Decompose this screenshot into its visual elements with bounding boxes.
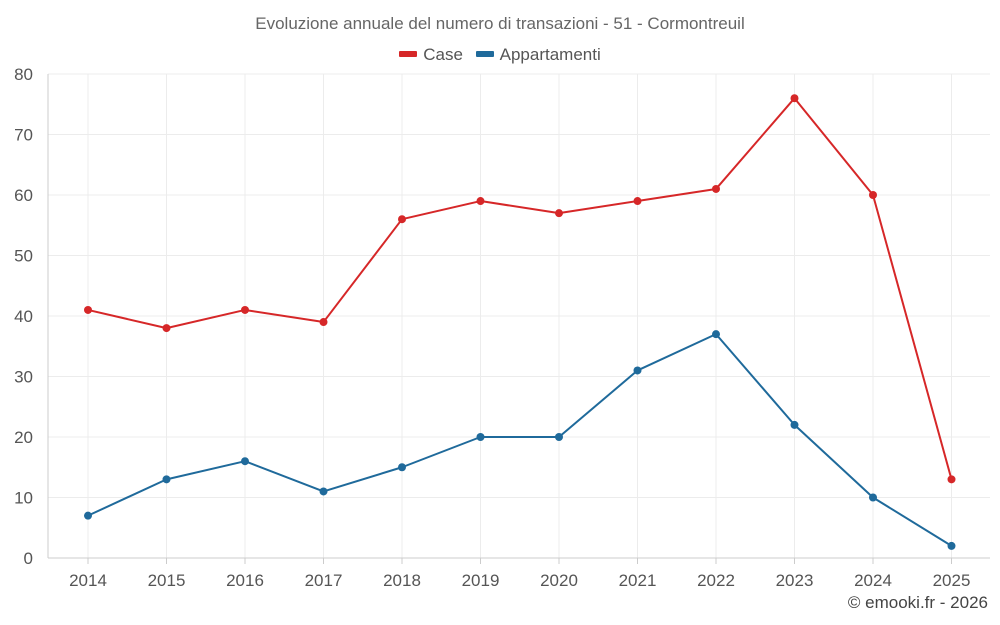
x-tick-label: 2025 bbox=[933, 571, 971, 590]
y-tick-label: 0 bbox=[24, 549, 33, 568]
data-point-case bbox=[555, 209, 563, 218]
y-tick-label: 10 bbox=[14, 489, 33, 508]
legend-swatch-appartamenti bbox=[475, 50, 494, 57]
data-point-appartamenti bbox=[555, 433, 563, 441]
credit-text: © emooki.fr - 2026 bbox=[847, 593, 988, 612]
data-point-appartamenti bbox=[476, 433, 485, 441]
data-point-appartamenti bbox=[790, 420, 799, 429]
data-point-appartamenti bbox=[241, 457, 249, 466]
x-tick-label: 2014 bbox=[69, 571, 107, 590]
data-point-appartamenti bbox=[712, 330, 720, 339]
data-point-case bbox=[947, 475, 956, 484]
legend-label-appartamenti: Appartamenti bbox=[499, 45, 601, 64]
legend-label-case: Case bbox=[423, 45, 463, 64]
y-tick-label: 50 bbox=[14, 247, 33, 266]
data-point-appartamenti bbox=[947, 541, 956, 550]
data-point-case bbox=[633, 197, 642, 206]
x-tick-label: 2024 bbox=[854, 571, 892, 590]
legend-item-appartamenti[interactable]: Appartamenti bbox=[475, 45, 601, 65]
x-tick-label: 2018 bbox=[383, 571, 421, 590]
data-point-appartamenti bbox=[633, 366, 642, 375]
chart-title: Evoluzione annuale del numero di transaz… bbox=[255, 14, 745, 33]
data-point-case bbox=[398, 215, 406, 224]
x-tick-label: 2017 bbox=[305, 571, 343, 590]
legend-item-case[interactable]: Case bbox=[399, 45, 463, 65]
y-tick-label: 20 bbox=[14, 428, 33, 447]
data-point-case bbox=[790, 94, 799, 103]
x-tick-label: 2022 bbox=[697, 571, 735, 590]
data-point-case bbox=[162, 324, 171, 333]
data-point-case bbox=[241, 305, 249, 314]
y-tick-label: 30 bbox=[14, 368, 33, 387]
y-tick-label: 80 bbox=[14, 65, 33, 84]
y-tick-label: 60 bbox=[14, 186, 33, 205]
data-point-appartamenti bbox=[319, 487, 328, 496]
data-point-appartamenti bbox=[84, 511, 92, 520]
x-tick-label: 2016 bbox=[226, 571, 264, 590]
data-point-appartamenti bbox=[398, 463, 406, 472]
legend-swatch-case bbox=[399, 50, 418, 57]
data-point-case bbox=[712, 184, 720, 193]
data-point-case bbox=[84, 305, 92, 314]
x-tick-label: 2020 bbox=[540, 571, 578, 590]
series-line-appartamenti bbox=[87, 333, 953, 547]
x-tick-label: 2021 bbox=[619, 571, 657, 590]
x-tick-label: 2019 bbox=[462, 571, 500, 590]
x-tick-label: 2023 bbox=[776, 571, 814, 590]
y-tick-label: 70 bbox=[14, 126, 33, 145]
y-tick-label: 40 bbox=[14, 307, 33, 326]
x-tick-label: 2015 bbox=[148, 571, 186, 590]
series-line-case bbox=[87, 97, 953, 480]
data-point-appartamenti bbox=[869, 493, 877, 502]
data-point-appartamenti bbox=[162, 475, 171, 484]
data-point-case bbox=[869, 191, 877, 199]
chart-legend: Case Appartamenti bbox=[0, 45, 1000, 65]
data-point-case bbox=[476, 197, 485, 206]
data-point-case bbox=[319, 318, 328, 327]
